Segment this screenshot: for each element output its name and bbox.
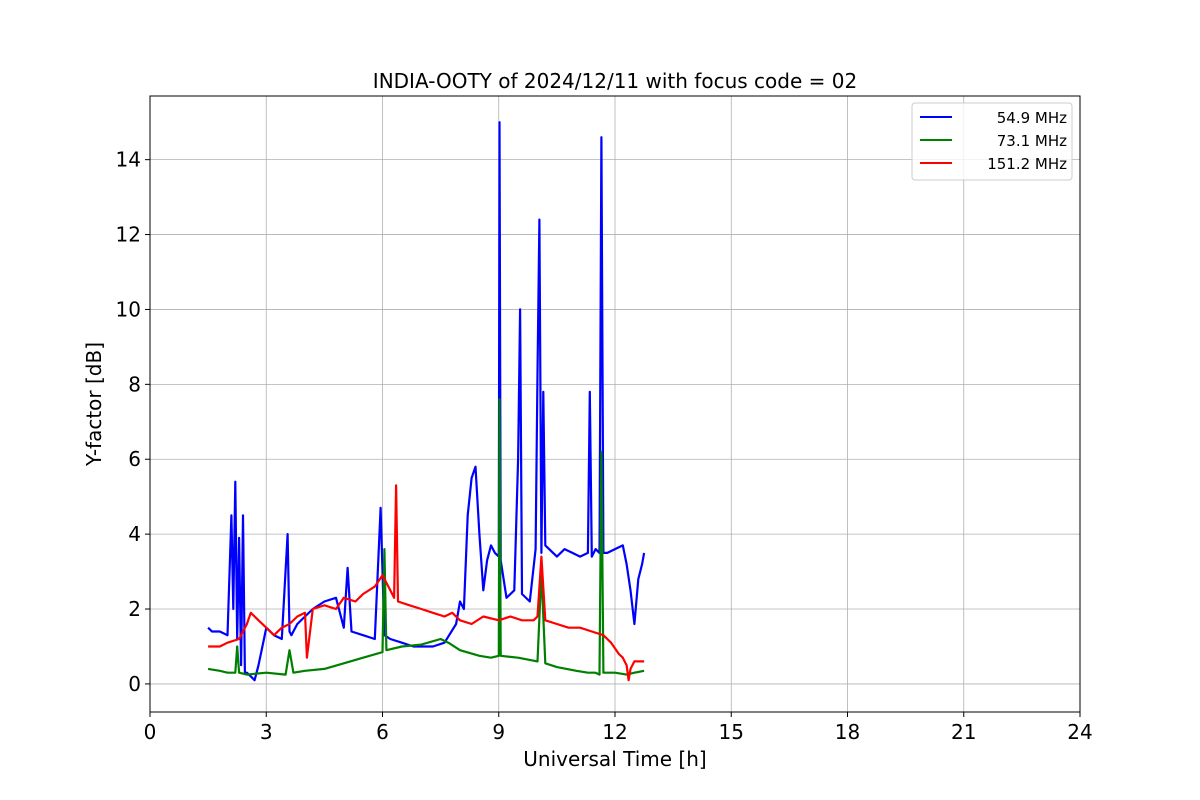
x-axis-label: Universal Time [h] — [523, 747, 706, 771]
y-tick-label: 0 — [128, 672, 141, 696]
x-tick-label: 21 — [951, 720, 976, 744]
x-tick-label: 6 — [376, 720, 389, 744]
y-tick-label: 10 — [116, 297, 141, 321]
chart-title: INDIA-OOTY of 2024/12/11 with focus code… — [373, 69, 857, 93]
x-tick-label: 0 — [144, 720, 157, 744]
y-tick-label: 8 — [128, 372, 141, 396]
series-lines — [207, 121, 646, 682]
x-tick-label: 24 — [1067, 720, 1092, 744]
x-tick-label: 15 — [719, 720, 744, 744]
legend: 54.9 MHz 73.1 MHz 151.2 MHz — [911, 102, 1073, 181]
x-tick-label: 12 — [602, 720, 627, 744]
y-axis-label: Y-factor [dB] — [82, 342, 106, 467]
series-line — [207, 398, 645, 676]
legend-box — [911, 102, 1073, 181]
y-tick-label: 6 — [128, 447, 141, 471]
y-axis-ticks: 0 2 4 6 8 10 12 14 — [116, 148, 150, 696]
legend-label: 73.1 MHz — [997, 132, 1067, 150]
x-tick-label: 9 — [492, 720, 505, 744]
legend-label: 54.9 MHz — [997, 109, 1067, 127]
x-tick-label: 18 — [835, 720, 860, 744]
series-line — [208, 484, 645, 682]
y-tick-label: 14 — [116, 148, 141, 172]
x-axis-ticks: 0 3 6 9 12 15 18 21 24 — [144, 712, 1093, 744]
y-tick-label: 2 — [128, 597, 141, 621]
legend-label: 151.2 MHz — [987, 155, 1067, 173]
y-tick-label: 12 — [116, 223, 141, 247]
x-tick-label: 3 — [260, 720, 273, 744]
series-line — [207, 121, 646, 682]
y-tick-label: 4 — [128, 522, 141, 546]
